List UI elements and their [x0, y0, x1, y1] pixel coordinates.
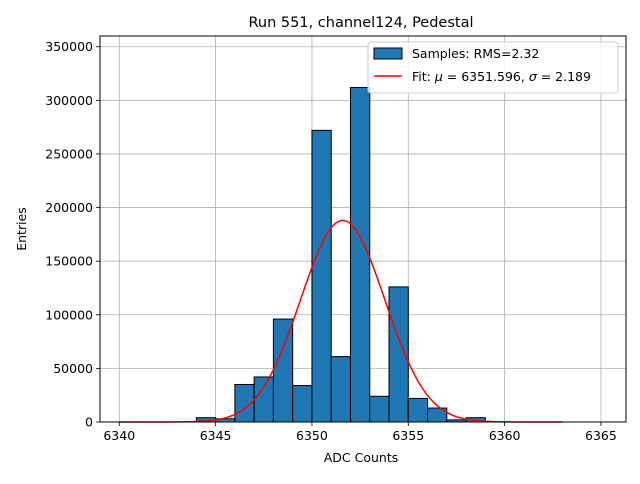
histogram-bar	[369, 395, 390, 423]
legend-box	[367, 41, 619, 94]
plot-frame	[99, 35, 627, 423]
y-tick-label: 150000	[45, 254, 93, 269]
x-tick-label: 6355	[392, 428, 424, 443]
y-tick-label: 200000	[45, 200, 93, 215]
x-tick-label: 6365	[585, 428, 617, 443]
y-tick-label: 50000	[53, 361, 93, 376]
histogram-bar	[253, 376, 274, 423]
y-tick-label: 100000	[45, 307, 93, 322]
x-tick-label: 6360	[489, 428, 521, 443]
x-axis-label: ADC Counts	[324, 450, 399, 465]
y-tick-label: 350000	[45, 39, 93, 54]
histogram-bars	[195, 86, 486, 423]
y-tick-label: 250000	[45, 146, 93, 161]
histogram-bar	[311, 129, 332, 423]
y-axis-ticks: 0 50000 100000 150000 200000 250000 300000 3500…	[45, 39, 100, 430]
legend: Samples: RMS=2.32 Fit: μ = 6351.596, σ =…	[367, 41, 619, 94]
histogram-bar	[272, 318, 294, 423]
histogram-bar	[292, 385, 313, 423]
histogram-bar	[330, 356, 351, 423]
histogram-bar	[407, 397, 429, 423]
legend-histogram-swatch	[373, 47, 403, 60]
y-tick-label: 300000	[45, 93, 93, 108]
histogram-bar	[349, 86, 371, 423]
x-axis-ticks: 6340 6345 6350 6355 6360 6365	[103, 422, 617, 443]
legend-fit-label: Fit: μ = 6351.596, σ = 2.189	[412, 69, 591, 84]
y-axis-label: Entries	[14, 207, 29, 251]
chart-title: Run 551, channel124, Pedestal	[248, 15, 473, 31]
x-tick-label: 6345	[200, 428, 232, 443]
x-tick-label: 6350	[296, 428, 328, 443]
y-tick-label: 0	[85, 415, 93, 430]
x-tick-label: 6340	[103, 428, 135, 443]
legend-histogram-label: Samples: RMS=2.32	[412, 46, 539, 61]
